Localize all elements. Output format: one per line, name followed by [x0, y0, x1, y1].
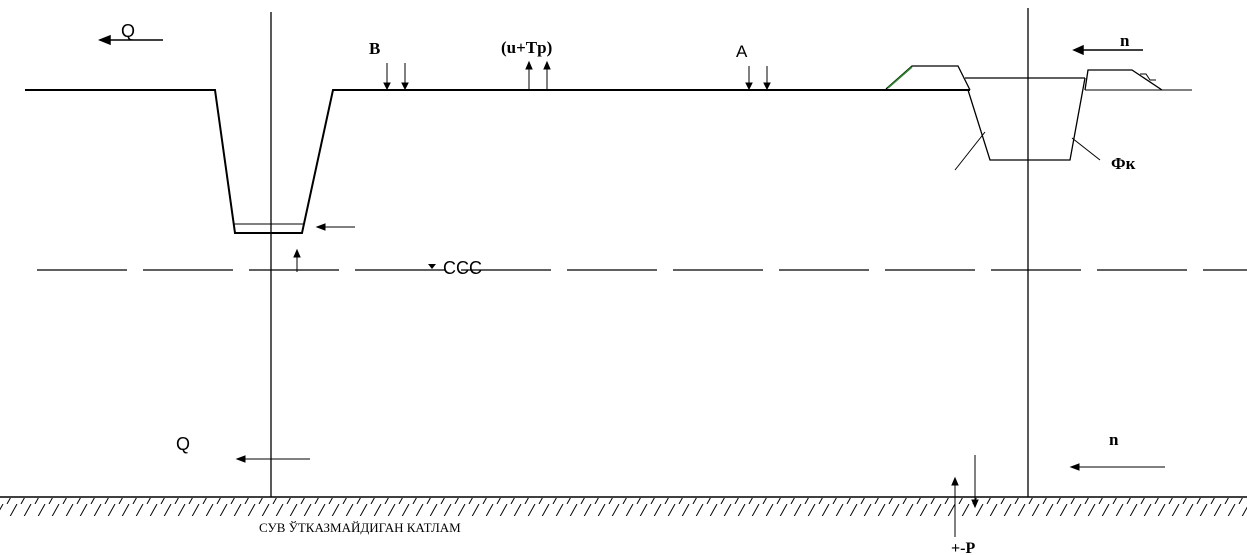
phi-k-leader-right: [1071, 137, 1101, 161]
aquiclude-hatching: [0, 498, 1247, 516]
n-bottom-label: n: [1109, 430, 1119, 449]
drain-inflow-arrow: [315, 223, 355, 231]
ut-label: (u+Tp): [501, 38, 552, 57]
drain-uplift-arrow: [293, 248, 301, 272]
a-label: A: [736, 42, 748, 61]
a-load-arrows: [745, 66, 771, 91]
p-flux-arrows: [951, 455, 979, 537]
p-label: +-P: [951, 540, 975, 555]
n-top-label: n: [1120, 31, 1130, 50]
levee-right: [1084, 69, 1163, 91]
n-bottom-arrow: [1069, 463, 1165, 471]
b-load-arrows: [383, 63, 409, 91]
q-top-label: Q: [121, 21, 135, 41]
q-top-arrow: [97, 34, 163, 46]
levee-left-slope: [887, 66, 913, 89]
phi-k-label: Фк: [1111, 154, 1136, 173]
q-bottom-label: Q: [176, 434, 190, 454]
b-label: B: [369, 39, 380, 58]
q-bottom-arrow: [235, 455, 310, 463]
n-top-arrow: [1072, 44, 1143, 56]
levee-right-steps: [1140, 73, 1156, 81]
ccc-level-marker: [428, 264, 436, 269]
phi-k-leader-left: [954, 131, 986, 171]
ground-surface-left: [25, 89, 970, 234]
ut-uplift-arrows: [525, 60, 551, 90]
ccc-label: CCC: [443, 258, 482, 278]
canal-profile: [967, 77, 1086, 161]
aquiclude-label: СУВ ЎТКАЗМАЙДИГАН КАТЛАМ: [259, 520, 461, 535]
